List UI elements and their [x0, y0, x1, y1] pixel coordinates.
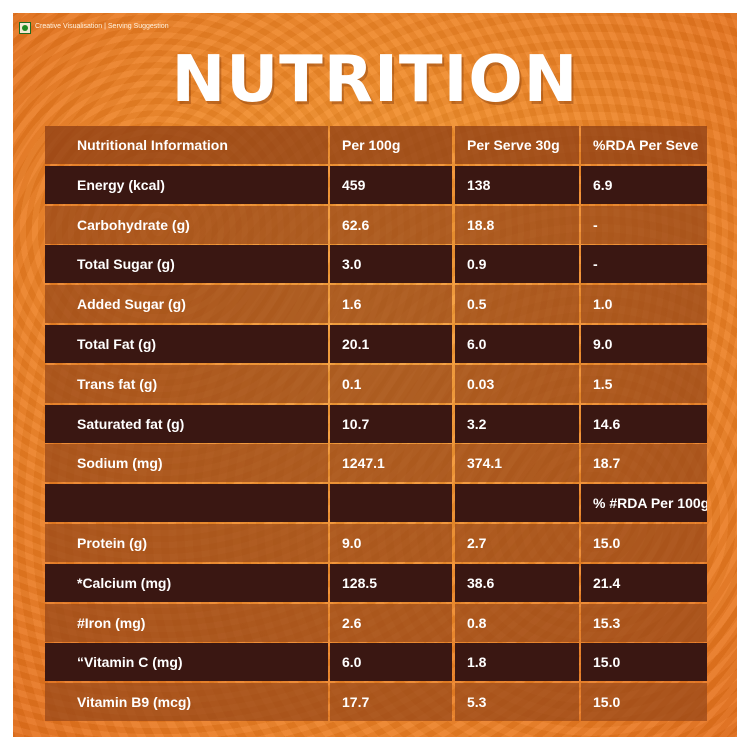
rda-value: -	[581, 245, 707, 284]
rda-value: 9.0	[581, 324, 707, 363]
nutrient-name: Carbohydrate (g)	[45, 205, 328, 244]
per-serve-value: 2.7	[455, 523, 579, 562]
per-100g-value: 6.0	[330, 643, 452, 682]
per-100g-value: 62.6	[330, 205, 452, 244]
rda-value: 6.9	[581, 165, 707, 204]
per-serve-value: 0.9	[455, 245, 579, 284]
table-row: Saturated fat (g) 10.7 3.2 14.6	[45, 404, 707, 443]
table-row: Carbohydrate (g) 62.6 18.8 -	[45, 205, 707, 244]
rda-value: 15.0	[581, 683, 707, 722]
table-row: Protein (g) 9.0 2.7 15.0	[45, 523, 707, 562]
rda-value: 15.0	[581, 523, 707, 562]
nutrition-panel: Creative Visualisation | Serving Suggest…	[13, 13, 737, 737]
per-100g-value: 1.6	[330, 285, 452, 324]
per-serve-value: 3.2	[455, 404, 579, 443]
nutrient-name: Saturated fat (g)	[45, 404, 328, 443]
page-title: NUTRITION	[171, 43, 579, 117]
per-100g-value: 1247.1	[330, 444, 452, 483]
nutrient-name: Added Sugar (g)	[45, 285, 328, 324]
table-subheader-row: % #RDA Per 100g	[45, 484, 707, 523]
nutrient-name: Protein (g)	[45, 523, 328, 562]
per-100g-value: 17.7	[330, 683, 452, 722]
table-header-row: Nutritional Information Per 100g Per Ser…	[45, 126, 707, 164]
per-serve-value: 18.8	[455, 205, 579, 244]
table-row: Added Sugar (g) 1.6 0.5 1.0	[45, 285, 707, 324]
header-cell: Per 100g	[330, 126, 452, 164]
per-100g-value: 2.6	[330, 603, 452, 642]
rda-value: 15.0	[581, 643, 707, 682]
nutrient-name: Trans fat (g)	[45, 364, 328, 403]
rda-value: 14.6	[581, 404, 707, 443]
per-serve-value: 5.3	[455, 683, 579, 722]
per-serve-value: 374.1	[455, 444, 579, 483]
per-serve-value: 0.03	[455, 364, 579, 403]
table-row: Total Sugar (g) 3.0 0.9 -	[45, 245, 707, 284]
table-row: *Calcium (mg) 128.5 38.6 21.4	[45, 563, 707, 602]
per-serve-value: 0.8	[455, 603, 579, 642]
nutrient-name: Energy (kcal)	[45, 165, 328, 204]
nutrient-name: #Iron (mg)	[45, 603, 328, 642]
per-100g-value: 3.0	[330, 245, 452, 284]
table-row: Energy (kcal) 459 138 6.9	[45, 165, 707, 204]
per-serve-value: 138	[455, 165, 579, 204]
per-100g-value: 9.0	[330, 523, 452, 562]
rda-value: 15.3	[581, 603, 707, 642]
table-row: Sodium (mg) 1247.1 374.1 18.7	[45, 444, 707, 483]
per-serve-value: 1.8	[455, 643, 579, 682]
nutrient-name: Vitamin B9 (mcg)	[45, 683, 328, 722]
per-100g-value	[330, 484, 452, 523]
rda-subheader: % #RDA Per 100g	[581, 484, 707, 523]
table-row: Trans fat (g) 0.1 0.03 1.5	[45, 364, 707, 403]
rda-value: -	[581, 205, 707, 244]
header-cell: Per Serve 30g	[455, 126, 579, 164]
table-row: “Vitamin C (mg) 6.0 1.8 15.0	[45, 643, 707, 682]
table-row: Vitamin B9 (mcg) 17.7 5.3 15.0	[45, 683, 707, 722]
nutrient-name	[45, 484, 328, 523]
per-serve-value	[455, 484, 579, 523]
disclaimer-text: Creative Visualisation | Serving Suggest…	[35, 23, 169, 30]
nutrient-name: Total Sugar (g)	[45, 245, 328, 284]
per-100g-value: 0.1	[330, 364, 452, 403]
header-cell: %RDA Per Seve	[581, 126, 707, 164]
per-100g-value: 10.7	[330, 404, 452, 443]
rda-value: 1.0	[581, 285, 707, 324]
rda-value: 21.4	[581, 563, 707, 602]
nutrient-name: *Calcium (mg)	[45, 563, 328, 602]
per-serve-value: 6.0	[455, 324, 579, 363]
rda-value: 1.5	[581, 364, 707, 403]
per-100g-value: 20.1	[330, 324, 452, 363]
per-100g-value: 128.5	[330, 563, 452, 602]
table-row: #Iron (mg) 2.6 0.8 15.3	[45, 603, 707, 642]
nutrient-name: Sodium (mg)	[45, 444, 328, 483]
table-row: Total Fat (g) 20.1 6.0 9.0	[45, 324, 707, 363]
veg-mark-icon	[19, 22, 31, 34]
per-100g-value: 459	[330, 165, 452, 204]
header-cell: Nutritional Information	[45, 126, 328, 164]
nutrient-name: “Vitamin C (mg)	[45, 643, 328, 682]
per-serve-value: 38.6	[455, 563, 579, 602]
rda-value: 18.7	[581, 444, 707, 483]
per-serve-value: 0.5	[455, 285, 579, 324]
nutrition-table: Nutritional Information Per 100g Per Ser…	[45, 126, 707, 723]
nutrient-name: Total Fat (g)	[45, 324, 328, 363]
